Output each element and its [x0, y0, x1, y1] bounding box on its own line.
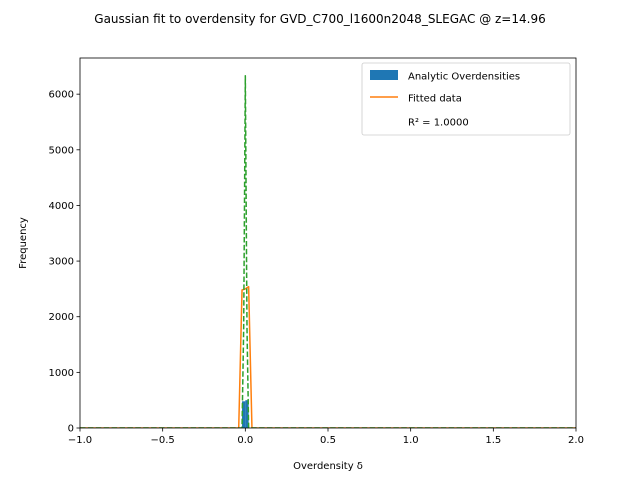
- y-tick-label: 4000: [49, 201, 74, 212]
- x-tick-label: 0.5: [320, 435, 336, 446]
- x-tick-label: 2.0: [568, 435, 584, 446]
- y-tick-label: 0: [68, 424, 74, 435]
- x-tick-label: 1.0: [403, 435, 419, 446]
- y-tick-label: 6000: [49, 90, 74, 101]
- x-tick-label: 0.0: [237, 435, 253, 446]
- x-axis: −1.0 −0.5 0.0 0.5 1.0 1.5 2.0: [68, 428, 584, 446]
- plot-area: [80, 75, 576, 428]
- y-tick-label: 5000: [49, 145, 74, 156]
- x-tick-label: −0.5: [151, 435, 175, 446]
- legend-patch-analytic: [370, 70, 398, 80]
- legend-label-r2: R² = 1.0000: [408, 118, 469, 129]
- series-line-fitted: [80, 285, 576, 428]
- histogram-bar: [242, 401, 246, 428]
- x-axis-label: Overdensity δ: [293, 461, 363, 472]
- series-line-dashed: [80, 75, 576, 428]
- legend-label-fitted: Fitted data: [408, 94, 462, 105]
- y-axis: 0 1000 2000 3000 4000 5000 6000: [49, 90, 80, 435]
- x-tick-label: 1.5: [485, 435, 501, 446]
- y-tick-label: 3000: [49, 257, 74, 268]
- y-tick-label: 2000: [49, 312, 74, 323]
- legend-label-analytic: Analytic Overdensities: [408, 72, 520, 83]
- x-tick-label: −1.0: [68, 435, 92, 446]
- chart-title: Gaussian fit to overdensity for GVD_C700…: [94, 12, 545, 26]
- y-tick-label: 1000: [49, 368, 74, 379]
- y-axis-label: Frequency: [18, 217, 29, 269]
- legend: Analytic Overdensities Fitted data R² = …: [361, 62, 571, 136]
- legend-box: [361, 62, 571, 136]
- histogram-bar: [245, 400, 249, 428]
